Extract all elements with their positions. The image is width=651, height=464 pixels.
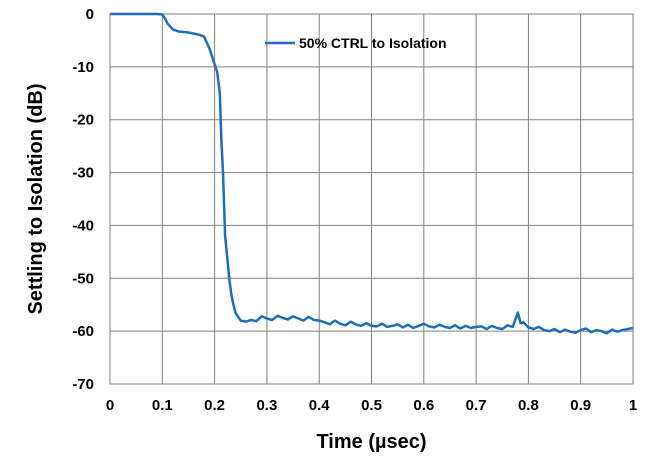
y-tick-label: -60 [72, 323, 94, 340]
x-tick-label: 0.3 [256, 397, 277, 414]
legend-label: 50% CTRL to Isolation [299, 35, 447, 51]
y-tick-label: -10 [72, 59, 94, 76]
x-tick-label: 0.9 [570, 397, 591, 414]
y-tick-label: -30 [72, 165, 94, 182]
x-tick-label: 0.2 [204, 397, 225, 414]
x-axis-title: Time (µsec) [316, 431, 426, 453]
x-tick-label: 0 [106, 397, 114, 414]
x-tick-label: 0.4 [309, 397, 331, 414]
x-tick-label: 0.6 [413, 397, 434, 414]
x-tick-label: 0.8 [518, 397, 539, 414]
y-tick-label: -70 [72, 376, 94, 393]
x-tick-label: 0.7 [466, 397, 487, 414]
x-tick-labels: 0 0.1 0.2 0.3 0.4 0.5 0.6 0.7 0.8 0.9 1 [106, 397, 637, 414]
x-tick-label: 1 [629, 397, 637, 414]
x-tick-label: 0.1 [152, 397, 173, 414]
y-tick-label: -50 [72, 270, 94, 287]
y-tick-labels: 0 -10 -20 -30 -40 -50 -60 -70 [72, 6, 94, 393]
y-axis-title: Settling to Isolation (dB) [25, 83, 47, 314]
y-tick-label: 0 [86, 6, 94, 23]
x-tick-label: 0.5 [361, 397, 382, 414]
legend: 50% CTRL to Isolation [265, 35, 447, 51]
y-tick-label: -40 [72, 217, 94, 234]
series-line [110, 12, 634, 335]
plot-frame [109, 13, 634, 385]
y-tick-label: -20 [72, 112, 94, 129]
